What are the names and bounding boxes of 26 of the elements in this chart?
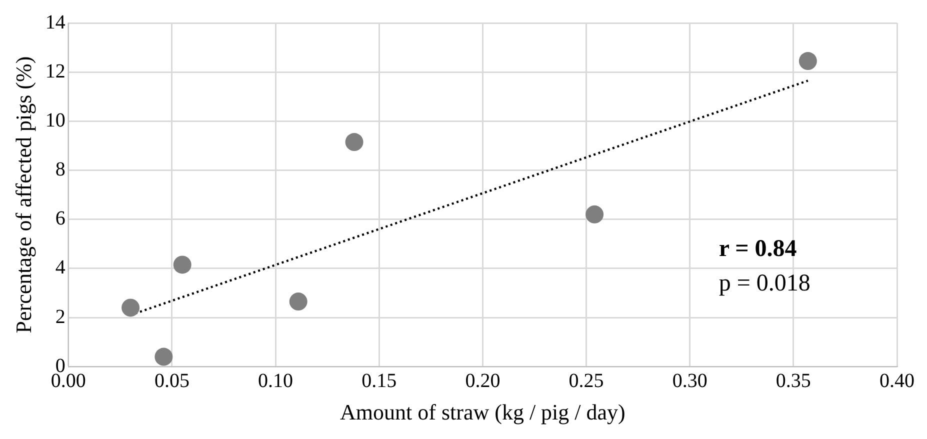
point — [345, 133, 364, 152]
y-tick-label: 4 — [55, 256, 66, 279]
annotation: p = 0.018 — [718, 270, 810, 296]
x-tick-label: 0.40 — [880, 370, 914, 392]
point — [154, 348, 173, 366]
point — [586, 205, 604, 224]
y-tick-label: 12 — [45, 60, 66, 82]
x-tick-label: 0.15 — [362, 370, 397, 392]
point — [798, 52, 817, 70]
x-tick-label: 0.30 — [672, 370, 708, 392]
y-tick-label: 6 — [55, 208, 66, 230]
y-tick-label: 8 — [55, 158, 66, 181]
x-tick-label: 0.05 — [154, 370, 190, 392]
y-axis-title: Percentage of affected pigs (%) — [10, 56, 36, 334]
point — [173, 256, 192, 274]
point — [289, 292, 308, 311]
x-tick-label: 0.25 — [568, 370, 604, 392]
x-tick-label: 0.35 — [776, 370, 811, 392]
annotation: r = 0.84 — [718, 236, 797, 262]
y-tick-label: 14 — [45, 11, 66, 34]
x-tick-label: 0.10 — [258, 370, 294, 392]
x-axis-title: Amount of straw (kg / pig / day) — [340, 400, 626, 425]
x-tick-label: 0.20 — [465, 370, 500, 392]
y-tick-label: 10 — [45, 109, 66, 132]
y-tick-label: 2 — [55, 306, 66, 328]
point — [122, 298, 140, 317]
